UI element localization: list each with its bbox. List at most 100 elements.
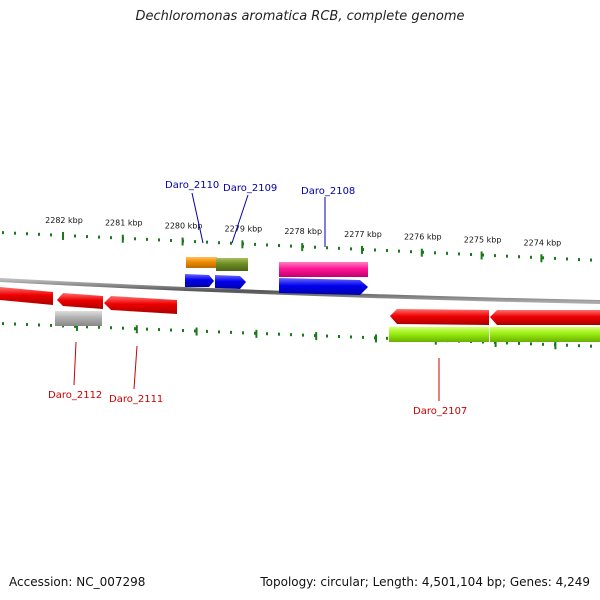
minor-tick <box>494 254 496 258</box>
minor-tick <box>542 342 544 346</box>
minor-tick <box>458 252 460 256</box>
minor-tick <box>518 341 520 345</box>
cds-arrow-daro-2111[interactable] <box>104 296 177 314</box>
major-tick <box>554 341 557 350</box>
minor-tick <box>566 343 568 347</box>
gene-label-daro-2111[interactable]: Daro_2111 <box>109 394 163 405</box>
minor-tick <box>2 322 4 326</box>
minor-tick <box>482 253 484 257</box>
minor-tick <box>542 256 544 260</box>
minor-tick <box>506 341 508 345</box>
minor-tick <box>206 240 208 244</box>
minor-tick <box>38 232 40 236</box>
genome-summary-text: Topology: circular; Length: 4,501,104 bp… <box>260 575 590 589</box>
major-tick <box>195 327 198 336</box>
cds-arrow-daro-2109[interactable] <box>215 275 246 289</box>
minor-tick <box>326 246 328 250</box>
major-tick <box>301 243 304 252</box>
minor-tick <box>590 344 592 348</box>
minor-tick <box>338 334 340 338</box>
minor-tick <box>50 233 52 237</box>
kbp-tick-label: 2281 kbp <box>105 219 143 228</box>
minor-tick <box>482 340 484 344</box>
kbp-tick-label: 2279 kbp <box>225 224 263 233</box>
minor-tick <box>362 335 364 339</box>
minor-tick <box>422 250 424 254</box>
minor-tick <box>74 234 76 238</box>
kbp-tick-label: 2276 kbp <box>404 233 442 242</box>
minor-tick <box>134 327 136 331</box>
kbp-tick-label: 2274 kbp <box>524 238 562 247</box>
major-tick <box>540 254 543 263</box>
cds-arrow-left-partial[interactable] <box>0 287 53 305</box>
minor-tick <box>386 249 388 253</box>
minor-tick <box>50 323 52 327</box>
accession-text: Accession: NC_007298 <box>9 575 146 589</box>
minor-tick <box>98 325 100 329</box>
major-tick <box>135 325 138 334</box>
minor-tick <box>14 322 16 326</box>
gene-feature-daro-2109[interactable] <box>216 258 248 271</box>
minor-tick <box>518 255 520 259</box>
cds-arrow-daro-2112[interactable] <box>57 293 103 309</box>
minor-tick <box>146 327 148 331</box>
gene-feature-daro-2108[interactable] <box>279 262 368 277</box>
kbp-tick-label: 2278 kbp <box>284 227 322 236</box>
minor-tick <box>86 235 88 239</box>
minor-tick <box>14 231 16 235</box>
gene-label-daro-2109[interactable]: Daro_2109 <box>223 183 277 194</box>
minor-tick <box>194 329 196 333</box>
major-tick <box>361 245 363 254</box>
gene-label-daro-2107[interactable]: Daro_2107 <box>413 406 467 417</box>
cds-arrow-daro-2107-b[interactable] <box>490 310 600 325</box>
gene-label-group: Daro_2110 Daro_2109 Daro_2108 Daro_2112 … <box>48 180 467 417</box>
gene-feature-daro-2112[interactable] <box>55 311 102 326</box>
minor-tick <box>506 254 508 258</box>
connector-daro-2110 <box>191 192 204 244</box>
minor-tick <box>266 332 268 336</box>
kbp-tick-label: 2280 kbp <box>165 222 203 231</box>
reverse-strand-features <box>0 287 600 342</box>
gene-feature-daro-2107-b[interactable] <box>490 327 600 342</box>
minor-tick <box>74 324 76 328</box>
minor-tick <box>38 323 40 327</box>
minor-tick <box>446 251 448 255</box>
cds-arrow-daro-2108[interactable] <box>279 278 368 295</box>
minor-tick <box>170 238 172 242</box>
minor-tick <box>254 242 256 246</box>
major-tick <box>315 332 318 341</box>
major-tick <box>494 338 497 347</box>
minor-tick <box>434 251 436 255</box>
minor-tick <box>254 331 256 335</box>
major-tick <box>255 329 258 338</box>
minor-tick <box>206 329 208 333</box>
gene-feature-daro-2110[interactable] <box>186 257 217 268</box>
cds-arrow-daro-2110[interactable] <box>185 274 214 287</box>
minor-tick <box>398 249 400 253</box>
minor-tick <box>266 243 268 247</box>
minor-tick <box>98 235 100 239</box>
gene-label-daro-2112[interactable]: Daro_2112 <box>48 390 102 401</box>
minor-tick <box>554 256 556 260</box>
gene-feature-daro-2107-a[interactable] <box>389 327 489 342</box>
major-tick <box>480 251 483 260</box>
genome-title: Dechloromonas aromatica RCB, complete ge… <box>135 9 465 24</box>
minor-tick <box>158 328 160 332</box>
cds-arrow-daro-2107-a[interactable] <box>390 309 489 325</box>
minor-tick <box>410 250 412 254</box>
upper-tick-row <box>2 231 592 263</box>
kbp-label-group: 2282 kbp 2281 kbp 2280 kbp 2279 kbp 2278 kbp… <box>45 216 561 247</box>
major-tick <box>241 240 244 249</box>
minor-tick <box>314 245 316 249</box>
minor-tick <box>158 238 160 242</box>
minor-tick <box>290 244 292 248</box>
forward-strand-features <box>185 257 368 295</box>
gene-label-daro-2110[interactable]: Daro_2110 <box>165 180 219 191</box>
gene-label-daro-2108[interactable]: Daro_2108 <box>301 186 355 197</box>
minor-tick <box>338 246 340 250</box>
minor-tick <box>578 258 580 262</box>
kbp-tick-label: 2277 kbp <box>344 230 382 239</box>
minor-tick <box>182 329 184 333</box>
minor-tick <box>350 335 352 339</box>
